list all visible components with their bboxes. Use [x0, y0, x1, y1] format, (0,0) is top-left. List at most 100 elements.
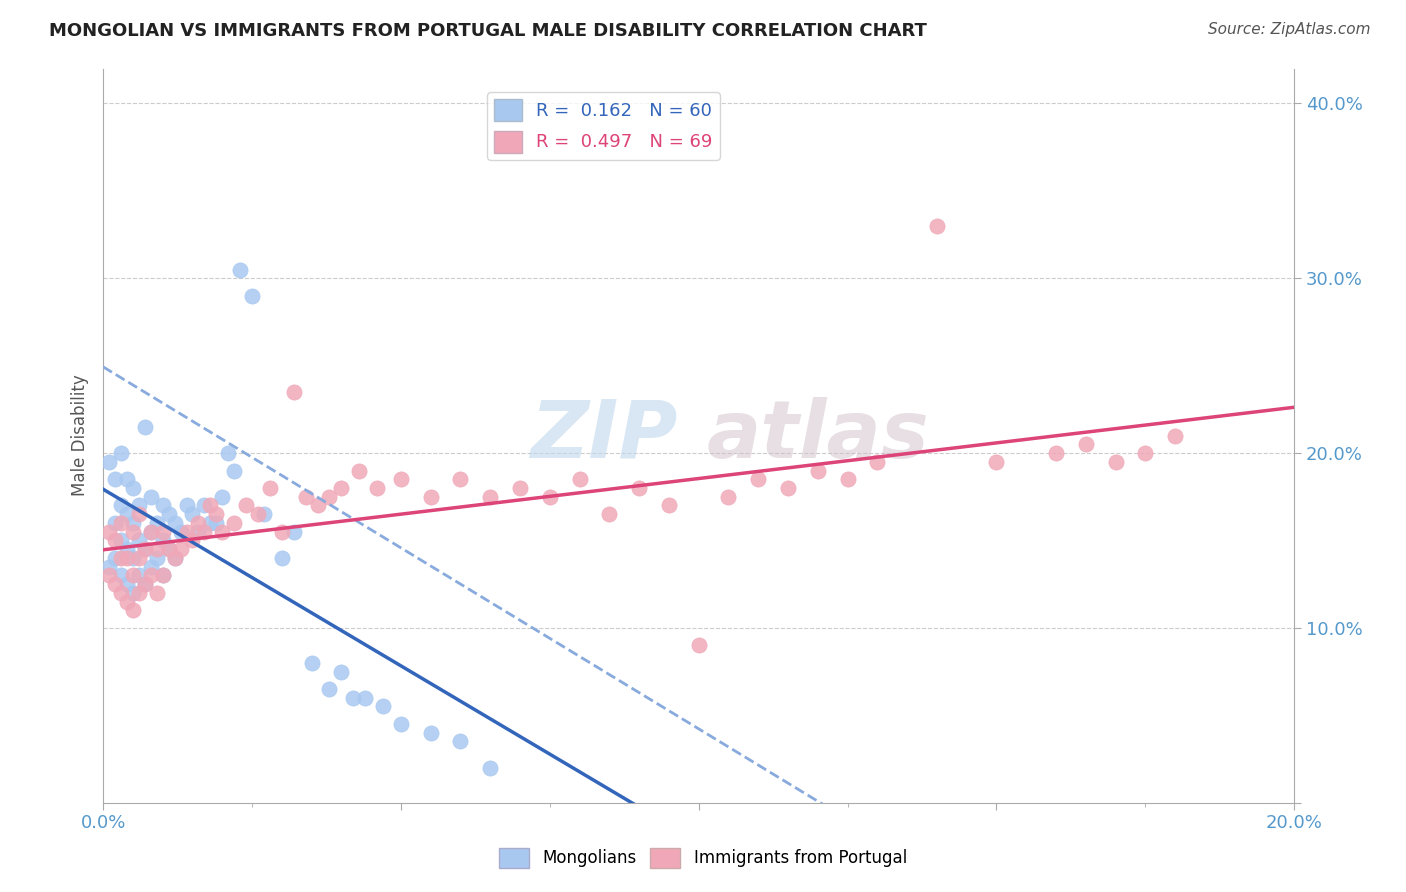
Point [104, 533, 127, 548]
Point [110, 533, 132, 548]
Text: atlas: atlas [706, 397, 929, 475]
Point [157, 507, 180, 521]
Point [224, 463, 246, 477]
Point [538, 490, 561, 504]
Point [598, 507, 620, 521]
Point [246, 507, 269, 521]
Point [104, 577, 127, 591]
Point [449, 472, 471, 486]
Point [169, 542, 191, 557]
Point [152, 533, 174, 548]
Point [110, 446, 132, 460]
Point [479, 761, 502, 775]
Text: MONGOLIAN VS IMMIGRANTS FROM PORTUGAL MALE DISABILITY CORRELATION CHART: MONGOLIAN VS IMMIGRANTS FROM PORTUGAL MA… [49, 22, 927, 40]
Point [122, 481, 145, 495]
Point [115, 472, 138, 486]
Point [211, 490, 233, 504]
Point [115, 542, 138, 557]
Point [98, 455, 121, 469]
Point [176, 499, 198, 513]
Legend: Mongolians, Immigrants from Portugal: Mongolians, Immigrants from Portugal [492, 841, 914, 875]
Point [628, 481, 651, 495]
Point [110, 586, 132, 600]
Point [157, 542, 180, 557]
Point [229, 262, 252, 277]
Text: ZIP: ZIP [530, 397, 678, 475]
Point [181, 533, 204, 548]
Point [449, 734, 471, 748]
Point [122, 550, 145, 565]
Point [354, 690, 377, 705]
Point [270, 550, 292, 565]
Point [98, 524, 121, 539]
Point [283, 384, 305, 399]
Point [419, 490, 441, 504]
Point [658, 499, 681, 513]
Point [145, 586, 167, 600]
Point [1104, 455, 1126, 469]
Point [1074, 437, 1097, 451]
Point [110, 516, 132, 530]
Point [163, 550, 186, 565]
Point [139, 524, 162, 539]
Point [389, 717, 412, 731]
Point [134, 542, 156, 557]
Point [866, 455, 889, 469]
Point [122, 586, 145, 600]
Point [115, 550, 138, 565]
Point [115, 507, 138, 521]
Point [128, 586, 150, 600]
Point [152, 568, 174, 582]
Point [157, 542, 180, 557]
Point [139, 568, 162, 582]
Point [259, 481, 281, 495]
Point [479, 490, 502, 504]
Point [193, 499, 215, 513]
Point [318, 681, 340, 696]
Point [98, 559, 121, 574]
Point [181, 507, 204, 521]
Point [110, 499, 132, 513]
Point [115, 594, 138, 608]
Point [1164, 428, 1187, 442]
Point [747, 472, 769, 486]
Point [568, 472, 591, 486]
Point [163, 516, 186, 530]
Point [110, 568, 132, 582]
Point [217, 446, 239, 460]
Point [152, 499, 174, 513]
Point [134, 577, 156, 591]
Point [986, 455, 1008, 469]
Point [122, 524, 145, 539]
Point [145, 542, 167, 557]
Point [145, 550, 167, 565]
Point [128, 507, 150, 521]
Point [139, 490, 162, 504]
Point [307, 499, 329, 513]
Point [807, 463, 830, 477]
Point [235, 499, 257, 513]
Point [240, 289, 263, 303]
Point [134, 542, 156, 557]
Point [342, 690, 364, 705]
Point [193, 524, 215, 539]
Point [1045, 446, 1067, 460]
Point [139, 524, 162, 539]
Point [688, 638, 710, 652]
Point [776, 481, 799, 495]
Point [122, 603, 145, 617]
Point [925, 219, 948, 233]
Point [200, 516, 222, 530]
Point [224, 516, 246, 530]
Point [270, 524, 292, 539]
Point [366, 481, 388, 495]
Point [122, 568, 145, 582]
Point [419, 725, 441, 739]
Point [122, 516, 145, 530]
Point [110, 550, 132, 565]
Point [330, 665, 353, 679]
Point [347, 463, 370, 477]
Point [330, 481, 353, 495]
Point [152, 524, 174, 539]
Point [128, 499, 150, 513]
